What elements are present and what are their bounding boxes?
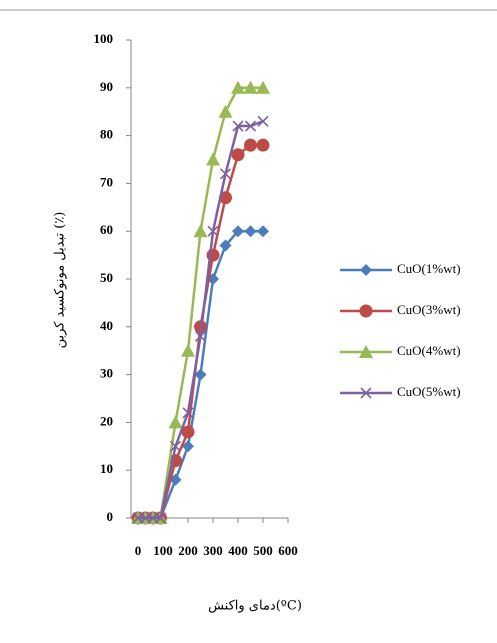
data-point <box>231 80 245 94</box>
x-axis-label: دمای واکنش(ºC) <box>208 599 302 614</box>
data-point <box>169 440 182 452</box>
data-point <box>206 152 220 166</box>
data-point <box>244 138 257 152</box>
legend-label: CuO(3%wt) <box>397 302 461 317</box>
x-tick-label: 600 <box>278 543 298 558</box>
legend-label: CuO(5%wt) <box>397 384 461 399</box>
data-point <box>154 512 167 524</box>
data-point <box>194 330 207 342</box>
legend-marker <box>360 264 372 276</box>
y-axis-label: تبدیل مونوکسید کربن (٪) <box>53 212 68 349</box>
y-tick-label: 30 <box>100 366 113 381</box>
data-point <box>168 415 183 429</box>
x-tick-label: 0 <box>135 543 142 558</box>
data-point <box>218 104 233 118</box>
data-point <box>182 407 194 419</box>
y-tick-label: 80 <box>100 127 113 142</box>
series-line <box>138 86 263 520</box>
legend-marker <box>359 345 373 358</box>
data-point <box>194 368 207 381</box>
y-tick-label: 100 <box>94 31 114 46</box>
series-line <box>138 120 264 520</box>
y-tick-label: 40 <box>100 318 113 333</box>
x-tick-label: 100 <box>153 543 173 558</box>
data-point <box>232 120 244 132</box>
data-point <box>256 80 270 94</box>
y-tick-label: 20 <box>100 413 113 428</box>
data-point <box>193 224 208 238</box>
y-tick-label: 70 <box>100 174 113 189</box>
y-tick-label: 50 <box>100 270 113 285</box>
y-tick-label: 60 <box>100 222 113 237</box>
x-tick-label: 500 <box>253 543 273 558</box>
data-point <box>243 80 258 94</box>
data-point <box>232 225 244 238</box>
data-point <box>181 425 195 439</box>
y-tick-label: 90 <box>100 79 113 94</box>
x-tick-label: 400 <box>228 543 248 558</box>
legend-label: CuO(4%wt) <box>397 343 461 358</box>
x-tick-label: 300 <box>203 543 223 558</box>
legend-label: CuO(1%wt) <box>397 261 461 276</box>
data-point <box>181 343 195 357</box>
data-point <box>257 115 269 127</box>
legend-marker <box>359 304 373 318</box>
data-point <box>219 239 232 252</box>
y-tick-label: 10 <box>100 461 113 476</box>
data-point <box>257 225 269 238</box>
data-point <box>207 225 219 237</box>
data-point <box>231 148 245 162</box>
data-point <box>182 440 194 453</box>
y-tick-label: 0 <box>107 509 114 524</box>
data-point <box>256 138 270 152</box>
data-point <box>219 168 232 180</box>
x-tick-label: 200 <box>178 543 198 558</box>
data-point <box>244 120 257 132</box>
legend-marker <box>360 387 372 399</box>
data-point <box>244 225 257 238</box>
